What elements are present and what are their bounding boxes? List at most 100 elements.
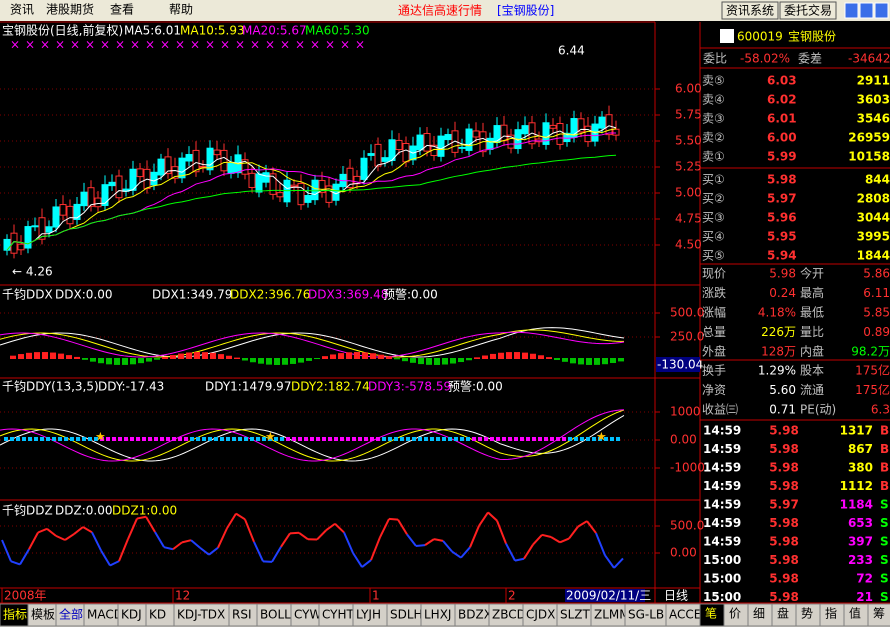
ddy-bar [88, 437, 92, 441]
quote-tab-label: 势 [801, 607, 813, 621]
candle-body [262, 172, 270, 183]
ddz-line [163, 546, 174, 551]
candle-body [549, 124, 557, 129]
ddx-bar [50, 352, 56, 359]
ddy-bar [442, 437, 446, 441]
stat-value: 5.60 [769, 383, 796, 397]
tick-price: 5.98 [769, 479, 799, 493]
candle-body [276, 192, 284, 198]
candle-body [10, 232, 18, 254]
window-control[interactable] [874, 2, 889, 19]
ddz-line [334, 523, 345, 534]
ddx-bar [354, 352, 360, 359]
ddx-bar [170, 355, 176, 359]
order-level: 卖② [702, 131, 725, 145]
quote-tab[interactable] [867, 603, 890, 627]
ddx-bar [498, 352, 504, 359]
ddx-bar [58, 353, 64, 359]
date-label: 12 [175, 589, 190, 603]
ddz-line [190, 539, 201, 549]
ddy-bar [604, 437, 608, 441]
date-current: 2009/02/11/三 [566, 589, 651, 603]
menu-item[interactable]: 帮助 [169, 3, 193, 17]
current-value-box [656, 357, 700, 372]
stat-value: 5.86 [863, 267, 890, 281]
ddy-bar [580, 437, 584, 441]
ddx-bar [554, 358, 560, 361]
date-label: 2008年 [4, 589, 47, 603]
ddy-bar [280, 437, 284, 441]
price-axis-label: 4.75 [675, 212, 702, 226]
ddx-bar [610, 358, 616, 364]
ddz-line [37, 527, 48, 534]
menu-item[interactable]: 资讯 [10, 3, 34, 17]
quote-tab-label: 值 [849, 606, 861, 621]
signal-mark: × [235, 38, 245, 52]
panel-title: 千钧DDZ [2, 504, 53, 518]
order-volume: 1844 [857, 249, 890, 263]
ratio-field: -58.02% [740, 52, 790, 66]
ddz-line [64, 533, 75, 541]
stat-label: 最高 [800, 285, 824, 300]
toolbar-button[interactable] [779, 1, 837, 20]
ma-label: MA20:5.67 [242, 24, 307, 38]
quote-tab-label: 细 [753, 607, 765, 621]
ddx-bar [122, 358, 128, 365]
candle-body [17, 243, 25, 251]
window-control[interactable] [859, 2, 874, 19]
stat-label: 现价 [702, 267, 726, 281]
ddy-line [0, 409, 625, 462]
ddz-line [208, 546, 219, 556]
ddz-line [28, 532, 39, 550]
ddx-bar [130, 358, 136, 365]
menu-item[interactable]: 港股期货 [46, 2, 94, 17]
ddy-bar [136, 437, 140, 441]
ddz-line [91, 531, 102, 551]
ddz-line [118, 538, 129, 562]
ddy-bar [274, 437, 278, 441]
ddx-bar [258, 358, 264, 364]
menu-item[interactable]: 查看 [110, 3, 134, 17]
ddz-line [514, 557, 525, 562]
stat-value: 98.2万 [851, 345, 890, 359]
ddz-line [424, 538, 435, 546]
ddy-bar [304, 437, 308, 441]
ddz-line [397, 519, 408, 535]
order-level: 买⑤ [702, 249, 725, 263]
indicator-tab-label: 模板 [31, 608, 55, 622]
toolbar-button[interactable] [721, 1, 779, 20]
ddy-bar [448, 437, 452, 441]
ma-label: MA10:5.93 [180, 24, 245, 38]
ddz-line [217, 527, 228, 549]
price-axis-label: 5.00 [675, 186, 702, 200]
tick-price: 5.98 [769, 442, 799, 456]
window-control[interactable] [844, 2, 859, 19]
indicator-label: 预警:0.00 [383, 287, 438, 302]
ddz-line [46, 528, 57, 537]
ddz-line [478, 511, 489, 527]
ddx-line [0, 329, 625, 358]
ddy-bar [322, 437, 326, 441]
candle-body [381, 157, 389, 162]
ddy-bar [424, 437, 428, 441]
ddy-bar [112, 437, 116, 441]
ddy-bar [460, 437, 464, 441]
tick-volume: 1112 [840, 479, 873, 493]
ratio-field: 委差 [798, 52, 822, 66]
ddy-bar [562, 437, 566, 441]
stat-label: 外盘 [702, 344, 726, 359]
tick-time: 14:59 [703, 479, 741, 493]
order-level: 买④ [702, 230, 725, 244]
panel-axis-label: 1000 [670, 405, 701, 419]
low-annotation: ← 4.26 [12, 265, 53, 279]
order-volume: 26959 [848, 131, 890, 145]
ddx-line [0, 331, 625, 358]
ddx-bar [490, 353, 496, 359]
signal-star: ★ [596, 430, 607, 444]
order-level: 卖⑤ [702, 74, 725, 88]
stat-label: 股本 [800, 364, 824, 378]
order-price: 6.01 [767, 112, 797, 126]
tick-price: 5.98 [769, 424, 799, 438]
stat-label: 流通 [800, 383, 824, 397]
